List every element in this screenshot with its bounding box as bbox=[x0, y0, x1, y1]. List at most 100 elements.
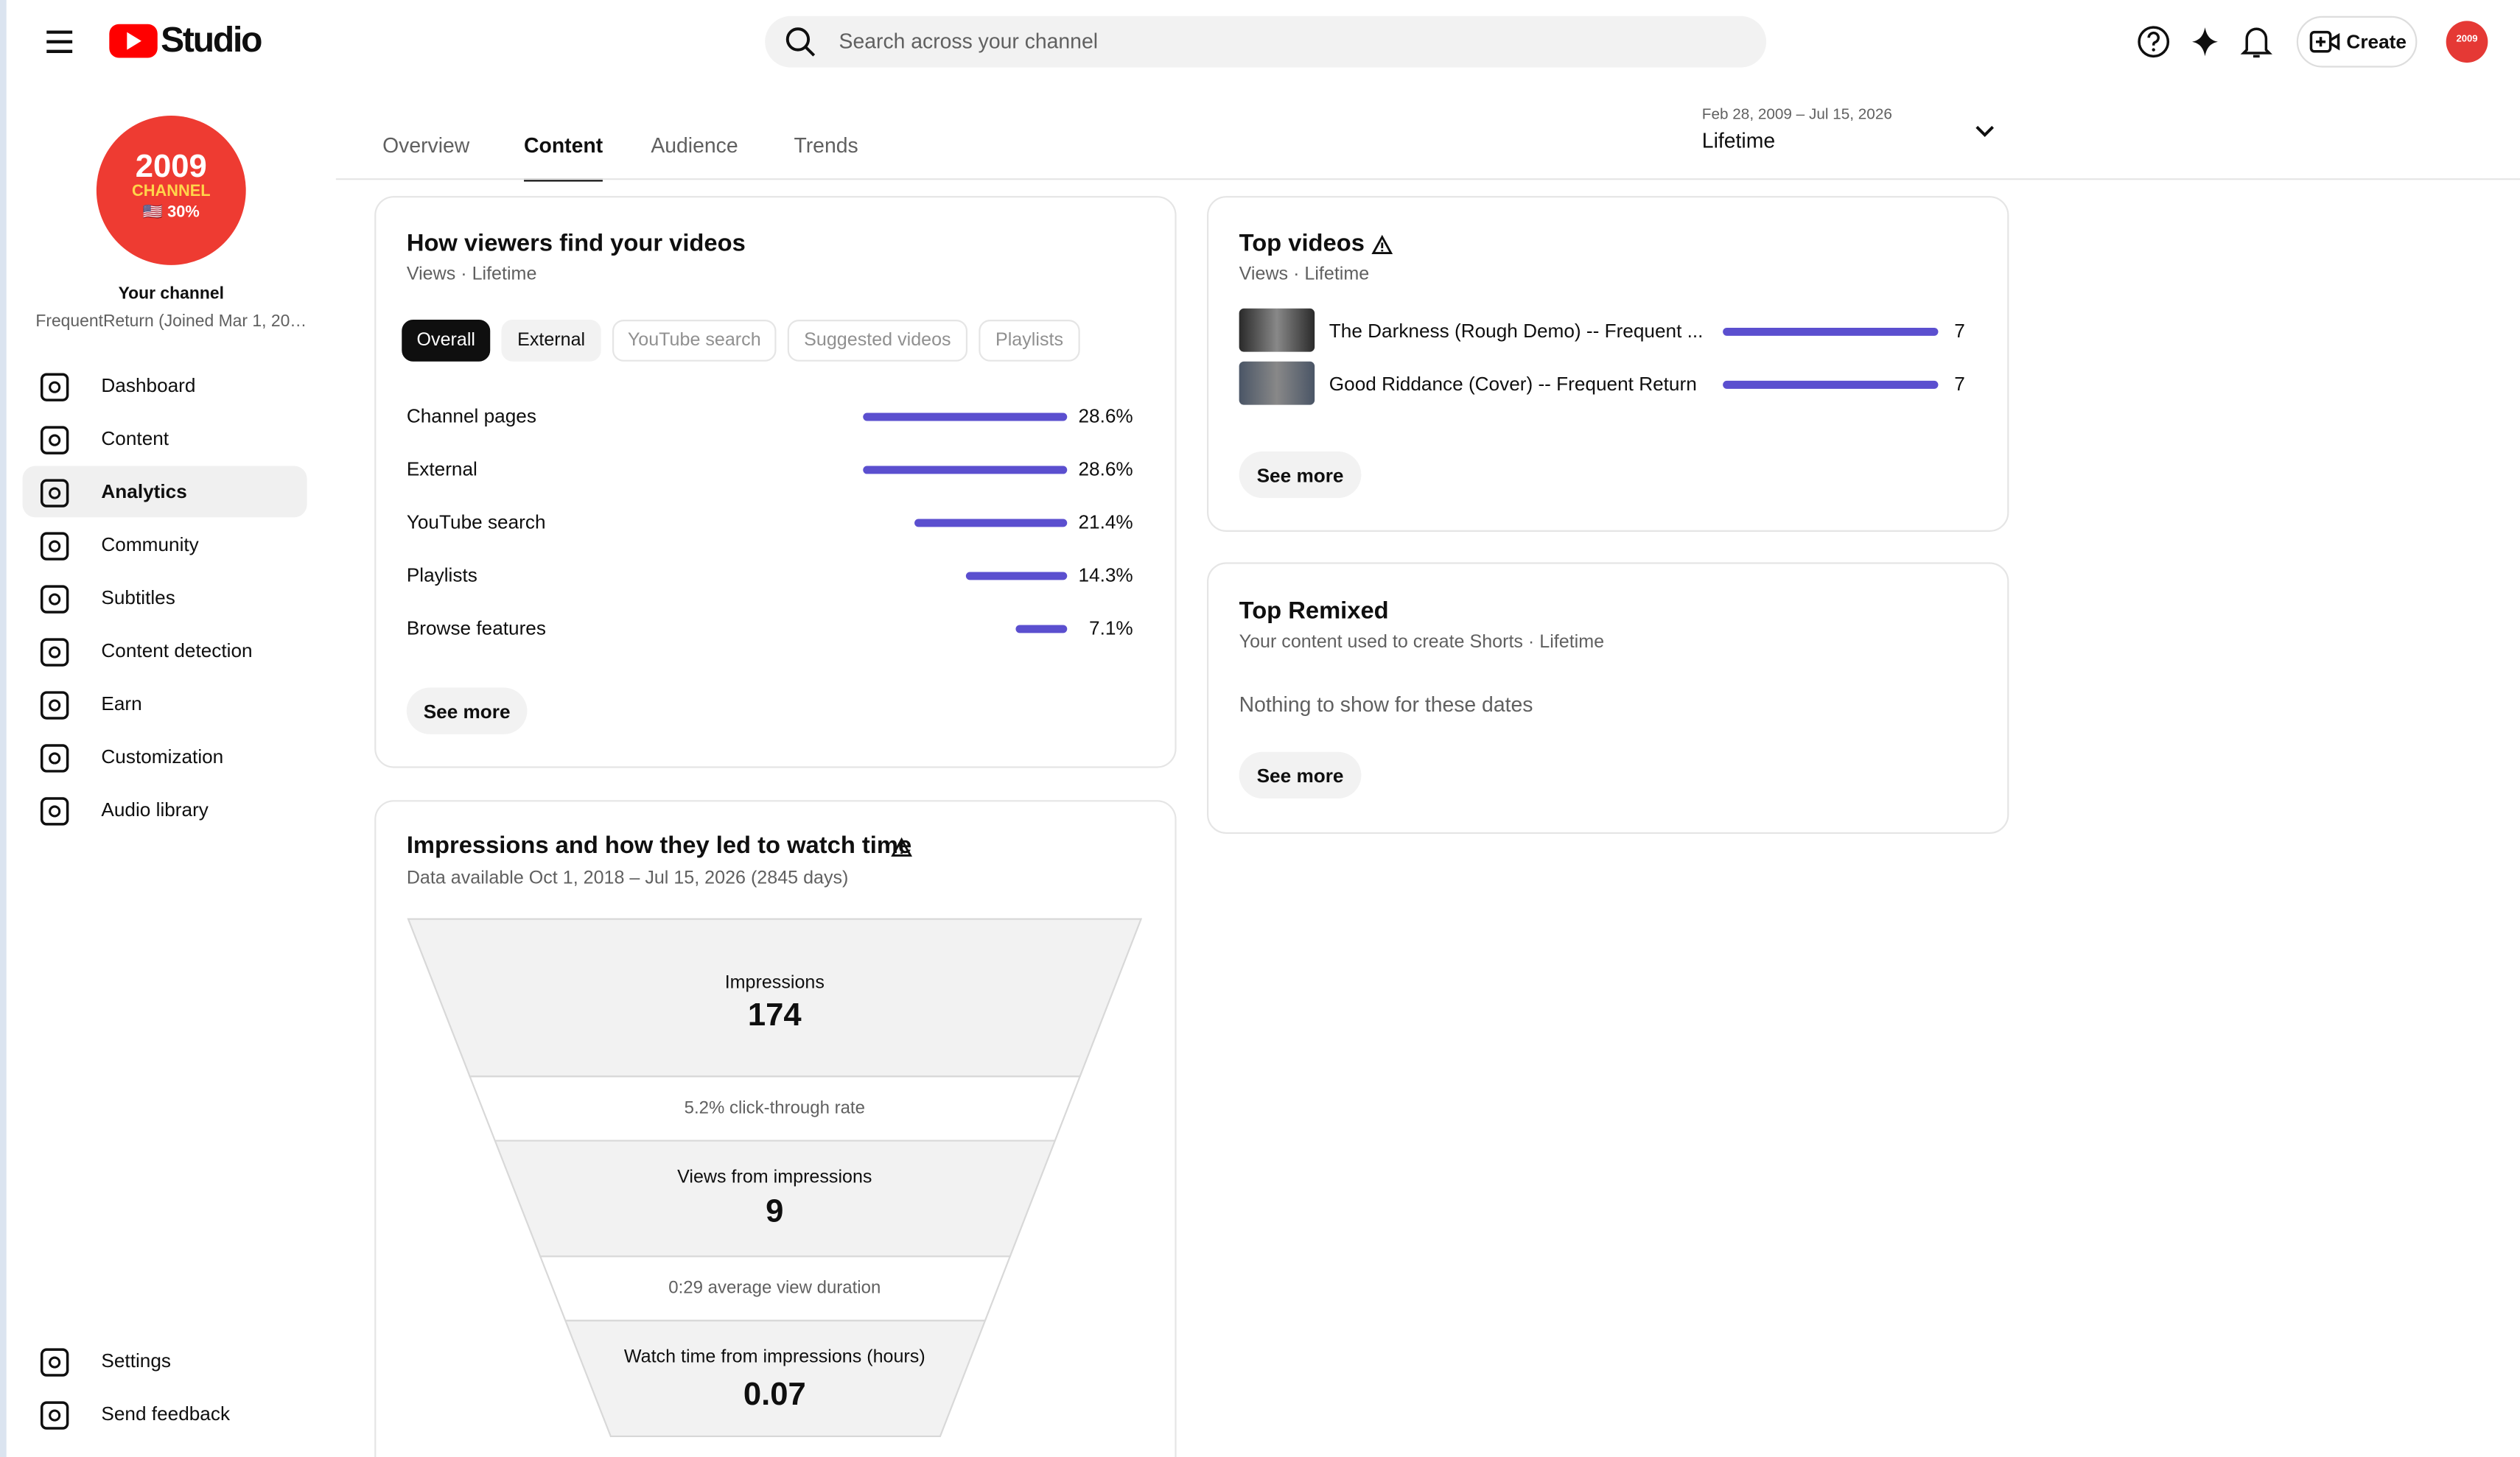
icon-shape bbox=[40, 797, 69, 826]
nav-item[interactable]: Customization bbox=[23, 731, 307, 782]
icon-shape bbox=[49, 1356, 61, 1369]
warning-icon[interactable] bbox=[890, 837, 913, 857]
card-subtitle: Your content used to create Shorts · Lif… bbox=[1239, 633, 1605, 653]
nav-icon bbox=[40, 426, 69, 454]
funnel-text: 0.07 bbox=[743, 1377, 806, 1412]
nav-icon bbox=[40, 373, 69, 401]
account-avatar[interactable]: 2009 bbox=[2444, 19, 2489, 64]
see-more-button[interactable]: See more bbox=[406, 687, 528, 734]
source-name: YouTube search bbox=[406, 510, 546, 534]
nav-label: Subtitles bbox=[101, 586, 175, 609]
funnel-text: 5.2% click-through rate bbox=[685, 1098, 865, 1117]
filter-chip[interactable]: YouTube search bbox=[612, 320, 777, 362]
filter-chip[interactable]: Suggested videos bbox=[787, 320, 968, 362]
warning-icon[interactable] bbox=[1371, 234, 1393, 255]
avatar-line: 2009 bbox=[135, 149, 207, 185]
nav-item[interactable]: Community bbox=[23, 519, 307, 571]
nav-item[interactable]: Earn bbox=[23, 678, 307, 729]
video-bar bbox=[1723, 380, 1939, 389]
help-icon[interactable] bbox=[2136, 24, 2171, 60]
nav-icon bbox=[40, 744, 69, 773]
channel-subtitle: FrequentReturn (Joined Mar 1, 20… bbox=[35, 312, 307, 331]
menu-icon[interactable] bbox=[42, 24, 77, 60]
video-bar bbox=[1723, 327, 1939, 336]
channel-title: Your channel bbox=[118, 284, 224, 304]
channel-avatar[interactable]: 2009 CHANNEL 🇺🇸 30% bbox=[96, 116, 246, 265]
source-bar bbox=[863, 412, 1068, 421]
tab[interactable]: Trends bbox=[794, 133, 858, 158]
tab[interactable]: Content bbox=[524, 133, 603, 182]
empty-message: Nothing to show for these dates bbox=[1239, 692, 1533, 717]
source-bar bbox=[863, 466, 1068, 474]
nav-label: Analytics bbox=[101, 480, 187, 503]
logo-icon[interactable] bbox=[106, 19, 161, 61]
video-thumbnail[interactable] bbox=[1239, 308, 1315, 352]
nav-label: Send feedback bbox=[101, 1402, 231, 1425]
nav-icon bbox=[40, 1348, 69, 1377]
card-subtitle: Data available Oct 1, 2018 – Jul 15, 202… bbox=[406, 868, 849, 889]
card-title: Top Remixed bbox=[1239, 597, 1389, 625]
source-name: Browse features bbox=[406, 617, 546, 640]
source-value: 7.1% bbox=[1089, 617, 1133, 640]
search-placeholder: Search across your channel bbox=[839, 29, 1099, 53]
nav-item[interactable]: Audio library bbox=[23, 784, 307, 835]
sparkle-icon[interactable] bbox=[2188, 24, 2223, 60]
see-more-button[interactable]: See more bbox=[1239, 451, 1362, 499]
nav-label: Dashboard bbox=[101, 374, 196, 397]
tab[interactable]: Overview bbox=[382, 133, 470, 158]
source-bar bbox=[914, 519, 1068, 527]
card-subtitle: Views · Lifetime bbox=[1239, 264, 1370, 285]
tab[interactable]: Audience bbox=[651, 133, 738, 158]
search-box[interactable]: Search across your channel bbox=[765, 15, 1767, 68]
nav-item[interactable]: Subtitles bbox=[23, 572, 307, 623]
filter-chip[interactable]: Playlists bbox=[979, 320, 1080, 362]
funnel-text: Impressions bbox=[725, 972, 825, 992]
icon-shape bbox=[49, 487, 61, 499]
funnel-card: Impressions and how they led to watch ti… bbox=[374, 800, 1177, 1457]
funnel-text: 174 bbox=[748, 997, 802, 1033]
funnel: Impressions 174 5.2% click-through rate Vie… bbox=[407, 918, 1143, 1438]
source-value: 28.6% bbox=[1078, 457, 1133, 481]
icon-shape bbox=[40, 426, 69, 454]
funnel-text: Watch time from impressions (hours) bbox=[624, 1347, 925, 1367]
create-button[interactable]: Create bbox=[2296, 15, 2418, 68]
source-name: Channel pages bbox=[406, 404, 536, 428]
video-title: Good Riddance (Cover) -- Frequent Return bbox=[1329, 373, 1697, 396]
nav-label: Audio library bbox=[101, 798, 209, 821]
icon-shape bbox=[49, 805, 61, 818]
filter-chip[interactable]: External bbox=[501, 320, 601, 362]
card-title: Top videos bbox=[1239, 229, 1365, 257]
nav-label: Community bbox=[101, 533, 199, 556]
icon-shape bbox=[49, 434, 61, 446]
nav-icon bbox=[40, 638, 69, 667]
icon-shape bbox=[40, 585, 69, 614]
notifications-icon[interactable] bbox=[2239, 23, 2274, 61]
date-dropdown[interactable] bbox=[1972, 119, 1998, 144]
funnel-text: Views from impressions bbox=[677, 1166, 872, 1187]
avatar-line: 🇺🇸 30% bbox=[142, 204, 200, 222]
video-thumbnail[interactable] bbox=[1239, 361, 1315, 405]
svg-text:2009: 2009 bbox=[2456, 33, 2477, 44]
create-icon bbox=[2309, 30, 2340, 53]
see-more-button[interactable]: See more bbox=[1239, 751, 1362, 799]
nav-item[interactable]: Dashboard bbox=[23, 360, 307, 412]
icon-shape bbox=[40, 744, 69, 773]
nav-item[interactable]: Settings bbox=[23, 1335, 307, 1387]
source-bar bbox=[965, 572, 1068, 580]
nav-item[interactable]: Send feedback bbox=[23, 1388, 307, 1439]
icon-shape bbox=[49, 381, 61, 393]
nav-label: Earn bbox=[101, 692, 142, 715]
filter-chip[interactable]: Overall bbox=[402, 320, 491, 362]
source-value: 28.6% bbox=[1078, 404, 1133, 428]
search-icon bbox=[785, 27, 816, 57]
nav-icon bbox=[40, 1401, 69, 1430]
nav-label: Settings bbox=[101, 1349, 171, 1372]
nav-item[interactable]: Content detection bbox=[23, 625, 307, 676]
nav-item[interactable]: Analytics bbox=[22, 466, 307, 518]
nav-item[interactable]: Content bbox=[23, 413, 307, 465]
date-label[interactable]: Lifetime bbox=[1701, 128, 1776, 153]
funnel-text: 0:29 average view duration bbox=[668, 1278, 881, 1298]
card-title: Impressions and how they led to watch ti… bbox=[406, 832, 912, 860]
nav-label: Content detection bbox=[101, 639, 253, 662]
